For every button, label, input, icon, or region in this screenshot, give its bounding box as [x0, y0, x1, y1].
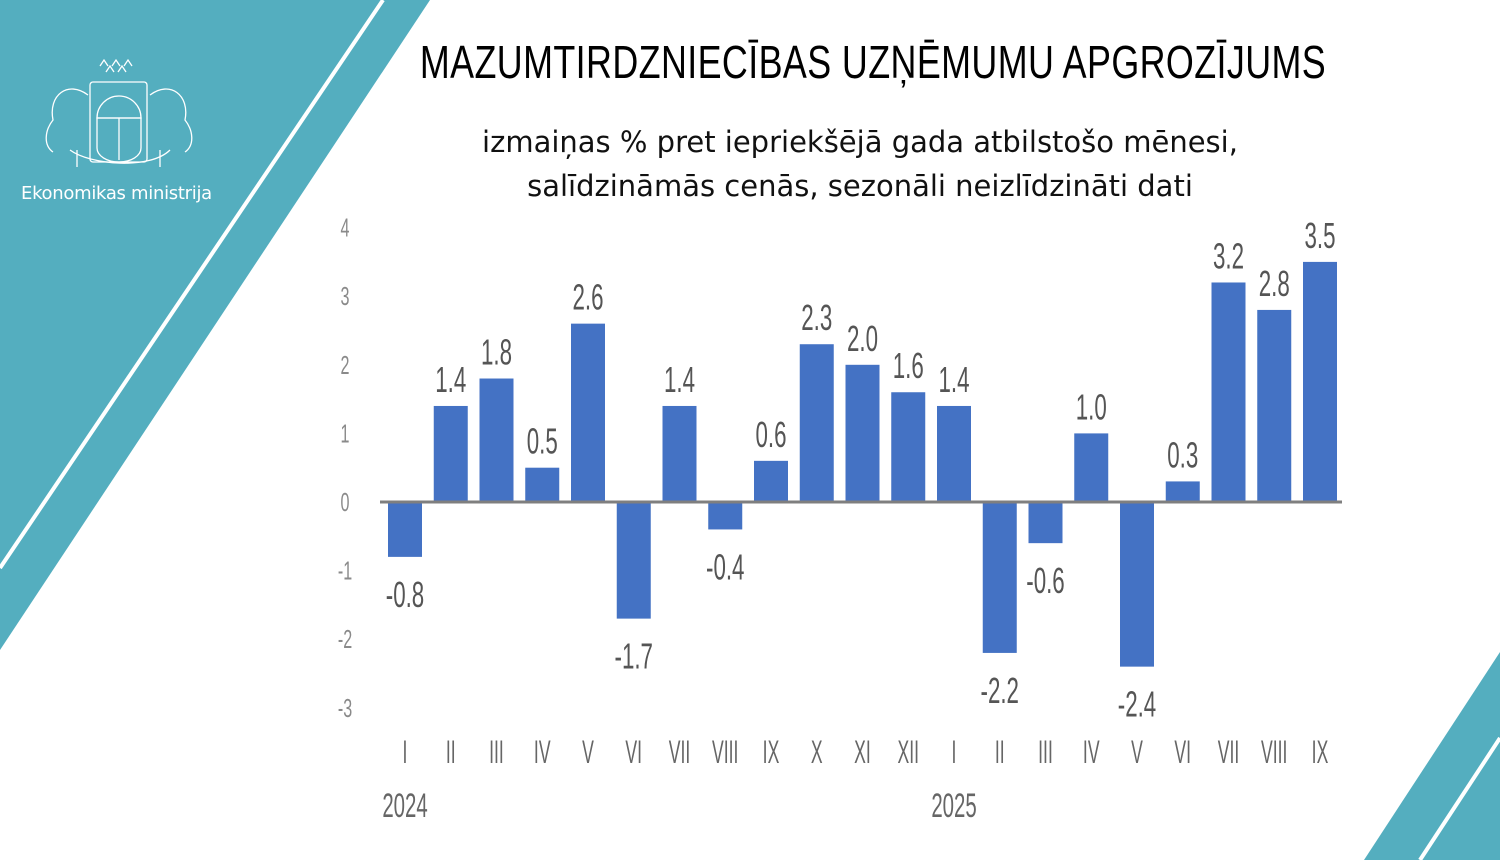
y-tick-label: 2: [341, 350, 350, 380]
bar: [388, 502, 422, 557]
data-label: 0.5: [527, 422, 558, 462]
bar: [479, 378, 514, 502]
x-tick-label: II: [995, 736, 1005, 771]
subtitle-line-1: izmaiņas % pret iepriekšējā gada atbilst…: [482, 125, 1238, 159]
y-tick-label: -3: [338, 693, 352, 723]
x-tick-label: IV: [534, 736, 551, 771]
logo-text: Ekonomikas ministrija: [21, 183, 212, 204]
y-tick-label: -1: [338, 556, 352, 586]
data-label: -2.4: [1118, 685, 1156, 725]
x-tick-label: VII: [669, 736, 691, 771]
data-label: 2.3: [801, 299, 832, 339]
x-tick-label: VI: [1174, 736, 1191, 771]
y-tick-label: 3: [341, 281, 350, 311]
corner-teal-triangle: [1364, 652, 1500, 860]
data-label: 2.6: [572, 278, 603, 318]
corner-white-stripe: [1418, 736, 1500, 860]
x-tick-label: XII: [897, 736, 919, 771]
data-label: -1.7: [615, 637, 653, 677]
y-tick-label: 1: [341, 418, 350, 448]
x-tick-label: II: [446, 736, 456, 771]
chart-subtitle: izmaiņas % pret iepriekšējā gada atbilst…: [420, 120, 1300, 208]
bar: [1120, 502, 1154, 667]
data-label: 2.0: [847, 320, 878, 360]
x-tick-label: III: [1038, 736, 1053, 771]
bar: [845, 364, 880, 502]
subtitle-line-2: salīdzināmās cenās, sezonāli neizlīdzinā…: [527, 169, 1193, 203]
bar: [1303, 261, 1337, 502]
x-tick-label: X: [811, 736, 823, 771]
data-label: 3.5: [1304, 217, 1335, 257]
year-label: 2024: [382, 787, 427, 825]
x-tick-label: I: [403, 736, 408, 771]
x-tick-label: III: [489, 736, 504, 771]
bar: [616, 502, 651, 619]
data-label: 1.4: [664, 361, 695, 401]
data-label: 1.0: [1076, 388, 1107, 428]
year-label: 2025: [931, 787, 976, 825]
x-tick-label: IV: [1083, 736, 1100, 771]
bar: [525, 467, 560, 502]
x-tick-label: I: [952, 736, 957, 771]
y-tick-label: 0: [341, 487, 350, 517]
data-label: 1.8: [481, 333, 512, 373]
x-tick-label: VIII: [1261, 736, 1287, 771]
bar: [708, 502, 743, 530]
bar: [433, 405, 468, 502]
bar: [1028, 502, 1063, 544]
x-tick-label: XI: [854, 736, 871, 771]
x-tick-label: IX: [763, 736, 780, 771]
x-tick-label: V: [1131, 736, 1143, 771]
x-tick-label: V: [582, 736, 594, 771]
data-label: -0.8: [386, 576, 424, 616]
data-label: 3.2: [1213, 237, 1244, 277]
bar: [891, 392, 926, 502]
x-tick-label: VIII: [712, 736, 738, 771]
data-label: -0.6: [1026, 562, 1064, 602]
bar: [1211, 282, 1246, 502]
bar: [571, 323, 605, 502]
bar: [1074, 433, 1109, 502]
x-tick-label: IX: [1312, 736, 1329, 771]
page-title: MAZUMTIRDZNIECĪBAS UZŅĒMUMU APGROZĪJUMS: [419, 36, 1327, 88]
latvia-coat-of-arms-icon: [45, 58, 193, 167]
data-label: 1.4: [938, 361, 969, 401]
left-white-stripe: [0, 0, 385, 570]
bar: [937, 405, 971, 502]
data-label: 1.6: [893, 347, 924, 387]
x-tick-label: VII: [1218, 736, 1240, 771]
bar: [1257, 309, 1292, 502]
bar: [799, 344, 834, 502]
bar: [754, 460, 788, 502]
x-tick-label: VI: [625, 736, 642, 771]
bar: [982, 502, 1017, 653]
data-label: -0.4: [706, 548, 744, 588]
bar: [662, 405, 697, 502]
data-label: 0.6: [755, 416, 786, 456]
data-label: 2.8: [1259, 265, 1290, 305]
data-label: 1.4: [435, 361, 466, 401]
bar: [1165, 481, 1200, 502]
y-tick-label: 4: [341, 213, 350, 243]
data-label: -2.2: [981, 672, 1019, 712]
y-tick-label: -2: [338, 624, 352, 654]
data-label: 0.3: [1167, 436, 1198, 476]
